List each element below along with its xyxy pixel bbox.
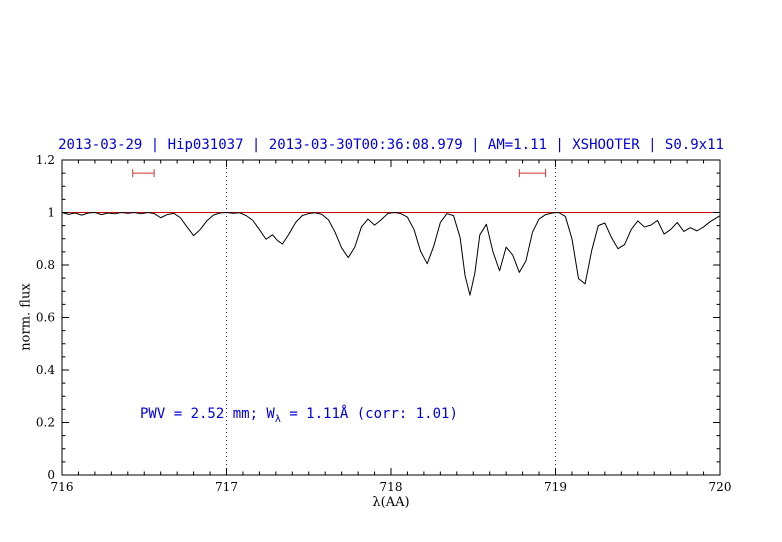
x-axis-label: λ(AA) [372,495,410,510]
plot-box [61,159,721,476]
annotation-prefix: PWV = 2.52 mm; W [140,406,275,422]
y-axis-label: norm. flux [18,283,34,351]
y-tick-label: 1.2 [36,153,55,167]
x-tick-label: 717 [215,480,238,494]
annotation-suffix: = 1.11Å (corr: 1.01) [280,406,458,422]
x-tick-label: 720 [709,480,732,494]
annotation-lambda-subscript: λ [274,413,281,425]
plot-title: 2013-03-29 | Hip031037 | 2013-03-30T00:3… [58,137,724,153]
x-tick-label: 719 [544,480,567,494]
spectrum-line [61,212,721,296]
x-tick-label: 718 [380,480,403,494]
y-tick-label: 0.4 [36,363,55,377]
y-tick-label: 0.2 [36,416,55,430]
y-tick-label: 1 [47,206,55,220]
y-tick-label: 0.8 [36,258,55,272]
y-tick-label: 0 [47,468,55,482]
y-tick-label: 0.6 [36,311,55,325]
pwv-annotation: PWV = 2.52 mm; Wλ = 1.11Å (corr: 1.01) [140,406,458,425]
x-tick-label: 716 [51,480,74,494]
